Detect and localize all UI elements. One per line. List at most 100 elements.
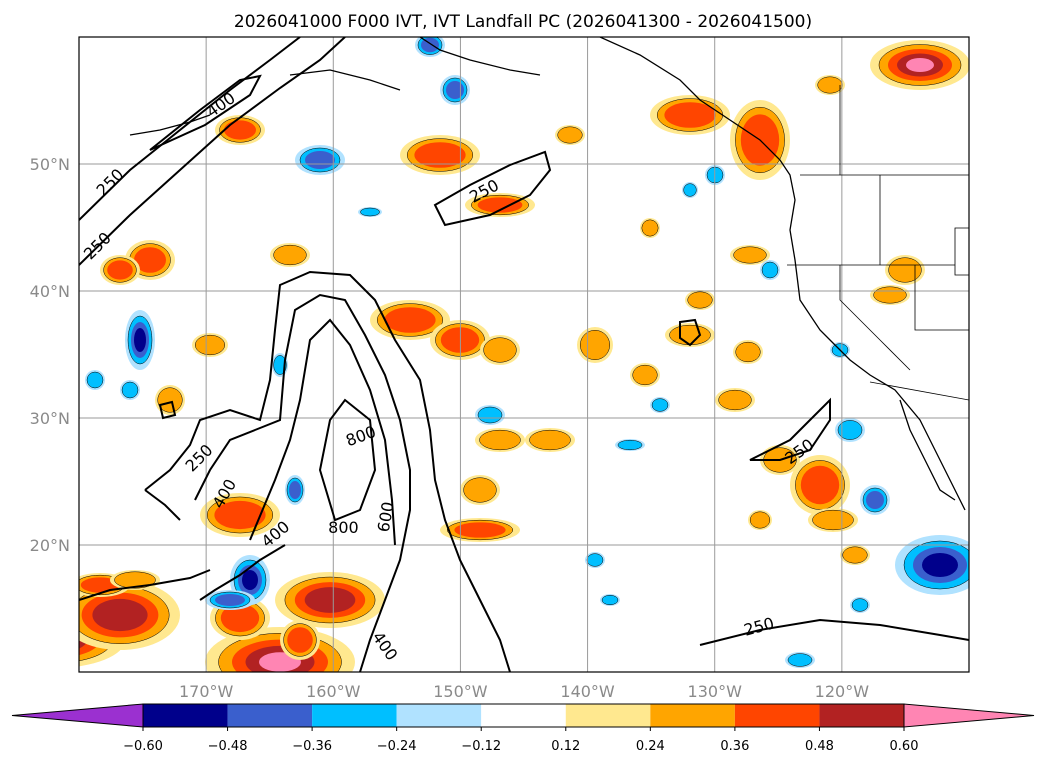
colorbar-tick-label: 0.36 — [720, 739, 749, 754]
pc-positive-shading — [888, 257, 922, 283]
pc-negative-shading — [866, 491, 884, 509]
map-frame — [78, 36, 970, 673]
ivt-contour-250 — [79, 37, 346, 266]
pc-positive-shading — [800, 465, 840, 505]
pc-negative-shading — [922, 553, 958, 577]
pc-positive-shading — [557, 126, 583, 144]
pc-negative-shading — [586, 553, 604, 567]
pc-positive-shading — [454, 522, 506, 538]
pc-shading-layer — [35, 37, 969, 672]
pc-positive-shading — [114, 571, 156, 589]
pc-positive-shading — [384, 307, 436, 333]
pc-negative-shading — [446, 81, 464, 99]
latitude-ticks: 50°N 40°N 30°N 20°N — [30, 155, 70, 555]
ivt-contour-250 — [433, 150, 552, 227]
colorbar-tick-label: −0.36 — [292, 739, 332, 754]
lat-tick-label: 30°N — [30, 409, 70, 428]
colorbar: −0.60 −0.48 −0.36 −0.24 −0.12 0.12 0.24 0.36 0.4… — [11, 703, 1035, 754]
pc-negative-shading — [360, 207, 380, 217]
state-borders — [787, 85, 969, 401]
colorbar-bin — [396, 704, 482, 727]
ivt-contour-small — [158, 400, 177, 420]
colorbar-bin — [650, 704, 735, 727]
colorbar-extend-low — [11, 703, 144, 728]
lat-tick-label: 40°N — [30, 282, 70, 301]
pc-positive-shading — [214, 500, 266, 530]
pc-positive-shading — [107, 260, 133, 280]
pc-positive-shading — [287, 627, 313, 653]
lat-tick-label: 50°N — [30, 155, 70, 174]
colorbar-tick-label: 0.12 — [551, 739, 580, 754]
pc-positive-shading — [817, 76, 843, 94]
pc-positive-shading — [479, 429, 521, 451]
pc-positive-shading — [134, 247, 166, 273]
pc-positive-shading — [194, 334, 226, 356]
pc-negative-shading — [242, 570, 258, 590]
pc-positive-shading — [92, 598, 148, 632]
colorbar-tick-label: −0.12 — [461, 739, 501, 754]
colorbar-tick-label: −0.24 — [377, 739, 417, 754]
pc-positive-shading — [273, 244, 307, 266]
pc-negative-shading — [215, 594, 245, 606]
pc-positive-shading — [79, 631, 88, 649]
pc-positive-shading — [733, 246, 767, 264]
ivt-contour-250 — [79, 37, 301, 221]
pc-positive-shading — [664, 102, 716, 128]
pc-positive-shading — [842, 546, 868, 564]
lon-tick-label: 140°W — [560, 682, 615, 701]
lat-tick-label: 20°N — [30, 536, 70, 555]
colorbar-bin — [312, 704, 397, 727]
pc-positive-shading — [687, 291, 713, 309]
colorbar-tick-label: 0.60 — [890, 739, 919, 754]
ivt-contours — [79, 37, 969, 672]
ivt-contour-400 — [194, 293, 411, 672]
pc-positive-shading — [463, 477, 497, 503]
pc-negative-shading — [305, 151, 335, 169]
colorbar-tick-label: 0.24 — [636, 739, 665, 754]
pc-positive-shading — [873, 286, 907, 304]
pc-positive-shading — [35, 632, 74, 648]
pc-positive-shading — [483, 337, 517, 363]
colorbar-bin — [481, 704, 566, 727]
pc-negative-shading — [86, 371, 104, 389]
colorbar-bin — [819, 704, 904, 727]
ivt-contour-250 — [144, 270, 511, 672]
colorbar-extend-high — [903, 703, 1035, 728]
pc-negative-shading — [601, 594, 619, 606]
pc-positive-shading — [641, 219, 659, 237]
lon-tick-label: 120°W — [815, 682, 870, 701]
colorbar-bin — [734, 704, 820, 727]
colorbar-bin — [143, 704, 228, 727]
pc-positive-shading — [157, 387, 183, 413]
pc-positive-shading — [735, 341, 761, 363]
lon-tick-label: 170°W — [179, 682, 234, 701]
contour-label: 800 — [328, 518, 359, 537]
ivt-contour-250 — [144, 489, 181, 521]
pc-negative-shading — [837, 420, 863, 440]
chart-title: 2026041000 F000 IVT, IVT Landfall PC (20… — [234, 12, 812, 32]
lon-tick-label: 160°W — [306, 682, 361, 701]
pc-negative-shading — [289, 481, 301, 499]
pc-negative-shading — [761, 261, 779, 279]
pc-positive-shading — [220, 603, 260, 633]
graticule — [79, 37, 969, 672]
pc-positive-shading — [224, 120, 256, 140]
colorbar-frame — [142, 703, 905, 728]
pc-negative-shading — [651, 398, 669, 412]
ivt-contour-250 — [79, 569, 211, 601]
colorbar-tick-label: −0.48 — [208, 739, 248, 754]
pc-negative-shading — [617, 439, 643, 451]
pc-positive-shading — [579, 329, 611, 361]
ivt-contour-400 — [149, 74, 262, 151]
longitude-ticks: 170°W 160°W 150°W 140°W 130°W 120°W — [179, 682, 869, 701]
pc-negative-shading — [477, 406, 503, 424]
pc-positive-shading — [414, 142, 466, 168]
pc-positive-shading — [812, 509, 854, 531]
pc-positive-shading — [529, 429, 571, 451]
pc-positive-shading — [749, 511, 771, 529]
pc-positive-shading — [669, 324, 711, 346]
coastlines — [129, 37, 966, 511]
colorbar-bin — [565, 704, 651, 727]
pc-negative-shading — [683, 183, 697, 197]
